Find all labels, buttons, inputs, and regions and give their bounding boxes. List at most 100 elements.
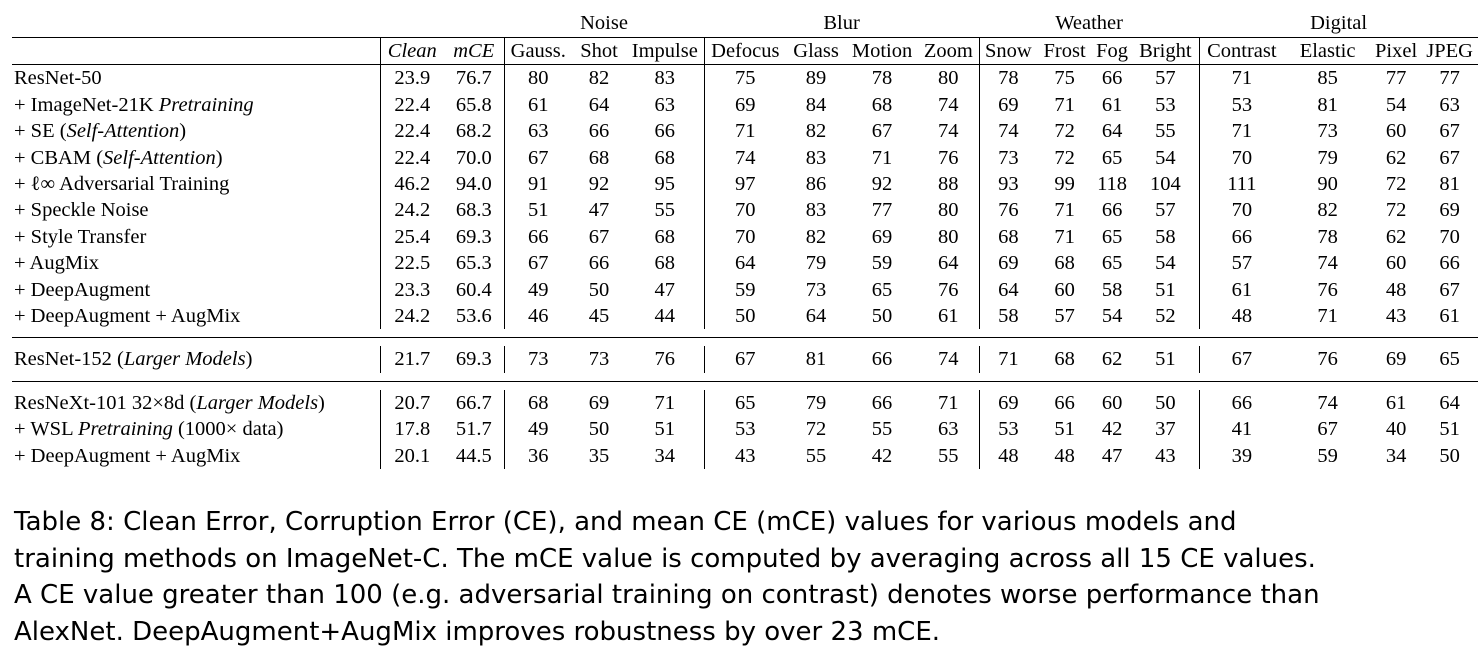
table-cell: 72 — [1054, 146, 1075, 169]
table-cell: 70 — [1198, 144, 1285, 172]
column-header-clean: Clean — [379, 37, 444, 66]
table-cell: 80 — [938, 199, 959, 222]
table-cell: 77 — [1439, 67, 1460, 90]
group-header-blur: Blur — [704, 10, 980, 38]
section-gap-cell — [12, 373, 1478, 382]
table-cell: 46.2 — [379, 171, 444, 198]
table-cell: 64 — [805, 305, 827, 328]
section-separator-cell — [12, 337, 1478, 347]
table-cell: 74 — [938, 348, 959, 371]
table-cell: 62 — [1385, 225, 1407, 248]
table-cell: 91 — [503, 171, 573, 198]
table-cell: 54 — [1101, 305, 1123, 328]
table-cell: 68.2 — [455, 120, 492, 143]
table-cell: 57 — [1054, 305, 1075, 328]
table-cell: 69 — [1439, 199, 1460, 222]
table-cell: 69 — [978, 389, 1038, 417]
table-cell: 72 — [805, 418, 827, 441]
caption-line: Table 8: Clean Error, Corruption Error (… — [14, 507, 1237, 537]
table-header: Noise Blur Weather Digital Clean mCE Gauss. Sho… — [12, 10, 1478, 66]
table-cell: 22.4 — [379, 91, 444, 119]
table-cell: 20.7 — [379, 389, 444, 417]
table-cell: 72 — [1054, 120, 1075, 143]
table-cell: 80 — [938, 67, 959, 90]
table-cell: 44.5 — [455, 444, 492, 467]
table-cell: 81 — [1317, 93, 1338, 116]
table-row: + DeepAugment + AugMix 24.2 53.6 46 45 44 50 64… — [12, 303, 1478, 330]
table-cell: 61 — [1385, 391, 1407, 414]
table-cell: 74 — [1317, 252, 1338, 275]
table-cell: 68 — [588, 146, 610, 169]
row-model-name: + Style Transfer — [12, 224, 380, 250]
table-cell: 21.7 — [379, 346, 444, 373]
row-model-name: + ℓ∞ Adversarial Training — [12, 171, 380, 197]
column-header-model — [12, 37, 380, 66]
row-model-name: + WSL Pretraining (1000× data) — [12, 416, 380, 442]
row-name-italic: Larger Models — [196, 391, 319, 414]
table-cell: 42 — [1101, 418, 1123, 441]
column-header-motion: Motion — [846, 37, 919, 66]
section-separator-cell — [12, 380, 1478, 390]
group-header-noise: Noise — [504, 10, 705, 38]
row-model-name: + DeepAugment — [12, 277, 380, 303]
table-cell: 43 — [1155, 444, 1176, 467]
table-cell: 47 — [654, 278, 676, 301]
table-cell: 73 — [588, 348, 610, 371]
table-cell: 69 — [978, 250, 1038, 277]
table-row: + ImageNet-21K Pretraining 22.4 65.8 61 64 63… — [12, 91, 1478, 119]
table-cell: 55 — [938, 444, 959, 467]
table-row: + ℓ∞ Adversarial Training 46.2 94.0 91 92 95 9… — [12, 171, 1478, 198]
table-cell: 53 — [703, 416, 787, 443]
table-cell: 35 — [588, 444, 610, 467]
table-cell: 43 — [1385, 305, 1407, 328]
table-cell: 42 — [871, 444, 893, 467]
table-cell: 77 — [871, 199, 893, 222]
table-cell: 60 — [1101, 391, 1123, 414]
table-cell: 53 — [978, 416, 1038, 443]
row-name-text: + Speckle Noise — [14, 199, 149, 222]
table-cell: 75 — [703, 64, 787, 92]
table-cell: 73 — [805, 278, 827, 301]
row-name-text: ResNeXt-101 32×8d ( — [14, 391, 197, 414]
row-model-name: + ImageNet-21K Pretraining — [12, 92, 380, 118]
table-cell: 49 — [503, 276, 573, 304]
table-cell: 78 — [1317, 225, 1338, 248]
table-cell: 17.8 — [379, 416, 444, 443]
row-model-name: + Speckle Noise — [12, 197, 380, 223]
table-cell: 58 — [1101, 278, 1123, 301]
table-cell: 66 — [1101, 199, 1123, 222]
table-cell: 65 — [1101, 146, 1123, 169]
table-cell: 50 — [1439, 444, 1460, 467]
table-cell: 78 — [871, 67, 893, 90]
table-cell: 65.3 — [455, 252, 492, 275]
table-cell: 55 — [1155, 120, 1176, 143]
group-header-weather: Weather — [979, 10, 1200, 38]
row-name-text: + ℓ∞ Adversarial Training — [14, 173, 230, 196]
table-cell: 79 — [805, 391, 827, 414]
table-cell: 53 — [1198, 91, 1285, 119]
column-header-contrast: Contrast — [1198, 37, 1285, 66]
results-table-container: Noise Blur Weather Digital Clean mCE Gauss. Sho… — [12, 10, 1478, 470]
table-cell: 55 — [805, 444, 827, 467]
row-name-text: + DeepAugment + AugMix — [14, 444, 241, 467]
row-name-text: ResNet-152 ( — [14, 348, 124, 371]
table-cell: 67 — [703, 346, 787, 373]
table-cell: 63 — [503, 118, 573, 145]
table-cell: 81 — [1439, 173, 1460, 196]
table-cell: 58 — [1155, 225, 1176, 248]
table-cell: 66 — [1054, 391, 1075, 414]
table-row: ResNet-50 23.9 76.7 80 82 83 75 89 78 80 78 75 66 57 7… — [12, 64, 1478, 92]
group-header-blank — [12, 10, 505, 38]
table-cell: 50 — [871, 305, 893, 328]
table-cell: 66 — [1198, 389, 1285, 417]
column-header-snow: Snow — [978, 37, 1038, 66]
table-cell: 62 — [1385, 146, 1407, 169]
table-cell: 63 — [1439, 93, 1460, 116]
table-cell: 24.2 — [379, 197, 444, 224]
table-cell: 73 — [978, 144, 1038, 172]
row-name-text: + DeepAugment — [14, 278, 151, 301]
row-name-tail: ) — [245, 348, 253, 371]
table-cell: 67 — [1439, 146, 1460, 169]
table-cell: 71 — [871, 146, 893, 169]
table-cell: 24.2 — [379, 303, 444, 330]
